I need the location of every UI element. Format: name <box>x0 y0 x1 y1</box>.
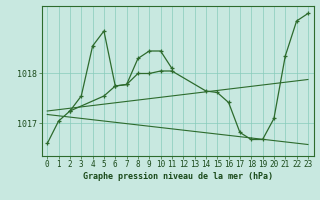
X-axis label: Graphe pression niveau de la mer (hPa): Graphe pression niveau de la mer (hPa) <box>83 172 273 181</box>
